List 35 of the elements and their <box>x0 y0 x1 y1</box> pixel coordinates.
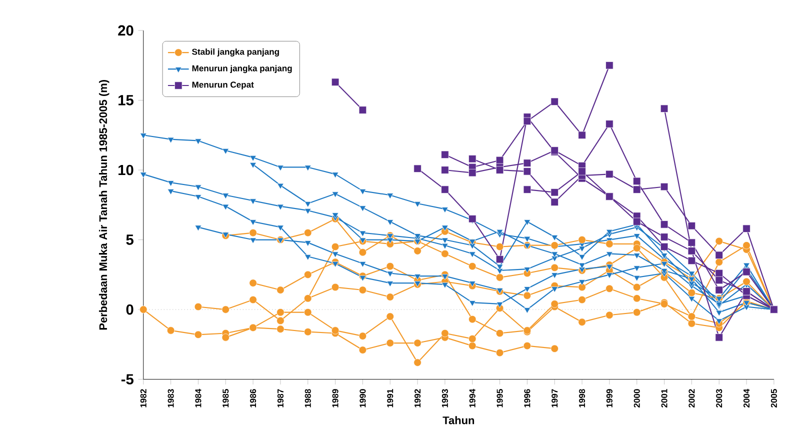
x-tick-label: 2001 <box>661 389 668 408</box>
x-tick-label: 1990 <box>360 389 366 408</box>
x-tick-label: 1989 <box>332 389 338 408</box>
legend-label: Stabil jangka panjang <box>192 48 279 57</box>
x-tick-label: 1982 <box>140 389 146 408</box>
x-tick-label: 1997 <box>552 389 558 408</box>
x-tick-label: 1992 <box>414 389 421 408</box>
x-tick-label: 1983 <box>168 389 174 408</box>
x-tick-label: 1984 <box>195 388 202 408</box>
x-tick-label: 2003 <box>716 389 722 408</box>
x-tick-label: 1999 <box>606 389 612 408</box>
x-tick-label: 2000 <box>634 389 640 408</box>
y-tick-label: 10 <box>118 164 134 176</box>
x-tick-label: 1988 <box>304 389 311 408</box>
x-tick-label: 1985 <box>222 389 229 408</box>
x-tick-label: 1987 <box>277 389 284 408</box>
x-tick-label: 1995 <box>496 389 503 408</box>
x-tick-label: 1996 <box>524 389 530 408</box>
y-tick-label: 0 <box>126 304 134 315</box>
x-axis-title: Tahun <box>442 416 474 424</box>
x-tick-label: 1994 <box>469 388 476 408</box>
x-tick-label: 2002 <box>688 389 695 408</box>
y-tick-label: 5 <box>126 234 134 245</box>
x-tick-label: 1998 <box>579 389 586 408</box>
legend-label: Menurun Cepat <box>192 82 254 90</box>
y-tick-label: 15 <box>118 95 134 106</box>
x-tick-label: 2005 <box>770 389 777 408</box>
y-axis-title: Perbedaan Muka Air Tanah Tahun 1985-2005 (m) <box>98 80 110 330</box>
x-tick-label: 1986 <box>250 389 256 408</box>
legend-label: Menurun jangka panjang <box>192 65 292 74</box>
x-tick-label: 1993 <box>442 389 448 408</box>
y-tick-label: -5 <box>121 374 134 384</box>
x-tick-label: 1991 <box>387 389 394 408</box>
x-tick-label: 2004 <box>744 388 750 408</box>
y-tick-label: 20 <box>118 25 134 36</box>
